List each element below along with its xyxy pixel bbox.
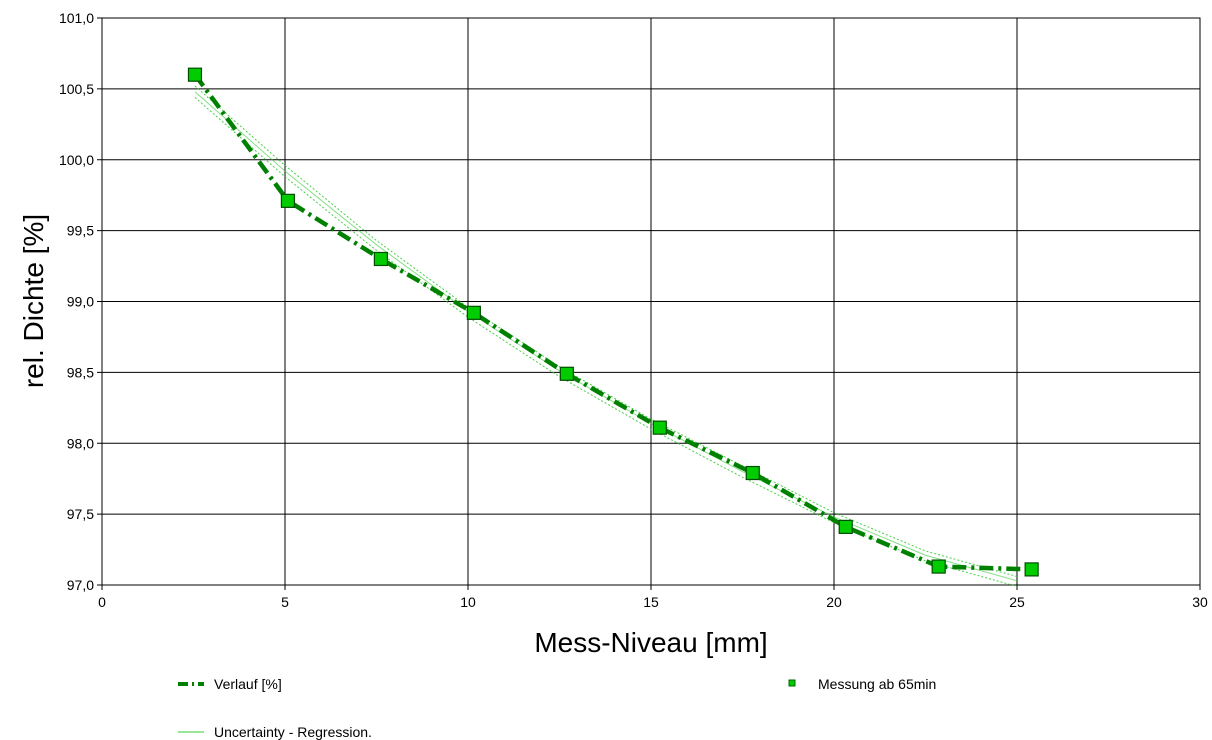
data-point-marker <box>838 519 853 534</box>
y-tick-label: 101,0 <box>59 10 94 26</box>
legend: Verlauf [%] Messung ab 65min Uncertainty… <box>178 676 936 740</box>
y-axis-title: rel. Dichte [%] <box>18 214 49 388</box>
data-point-marker <box>187 67 203 82</box>
data-point-marker <box>280 193 296 208</box>
data-point-marker <box>931 559 946 574</box>
messung-markers <box>187 67 1039 577</box>
legend-messung-swatch <box>788 679 796 687</box>
y-tick-label: 100,5 <box>59 81 94 97</box>
data-point-marker <box>466 305 481 320</box>
legend-item-verlauf: Verlauf [%] <box>178 676 282 692</box>
x-tick-label: 15 <box>643 594 659 610</box>
legend-messung-label: Messung ab 65min <box>818 676 936 692</box>
legend-item-messung: Messung ab 65min <box>788 676 936 692</box>
data-point-marker <box>745 465 760 481</box>
x-tick-label: 30 <box>1192 594 1208 610</box>
y-tick-label: 97,0 <box>67 577 94 593</box>
x-tick-label: 20 <box>826 594 842 610</box>
y-tick-label: 99,5 <box>67 223 94 239</box>
x-tick-label: 25 <box>1009 594 1025 610</box>
uncertainty-band-line <box>194 91 1018 582</box>
legend-uncertainty-label: Uncertainty - Regression. <box>214 724 372 740</box>
y-tick-label: 97,5 <box>67 506 94 522</box>
x-tick-label: 5 <box>281 594 289 610</box>
x-axis-title: Mess-Niveau [mm] <box>534 627 767 658</box>
legend-verlauf-label: Verlauf [%] <box>214 676 282 692</box>
y-tick-label: 98,5 <box>67 364 94 380</box>
uncertainty-band-line <box>194 85 1018 577</box>
x-tick-label: 0 <box>98 594 106 610</box>
data-point-marker <box>373 251 388 267</box>
data-point-marker <box>652 420 667 435</box>
data-point-marker <box>559 366 574 381</box>
legend-item-uncertainty: Uncertainty - Regression. <box>178 724 372 740</box>
y-tick-label: 99,0 <box>67 294 94 310</box>
y-axis-ticks: 97,0 97,5 98,0 98,5 99,0 99,5 100,0 100,5 101,0 <box>59 10 102 593</box>
data-point-marker <box>1024 562 1039 577</box>
y-tick-label: 100,0 <box>59 152 94 168</box>
x-tick-label: 10 <box>460 594 476 610</box>
y-tick-label: 98,0 <box>67 435 94 451</box>
x-axis-ticks: 0 5 10 15 20 25 30 <box>98 585 1208 610</box>
